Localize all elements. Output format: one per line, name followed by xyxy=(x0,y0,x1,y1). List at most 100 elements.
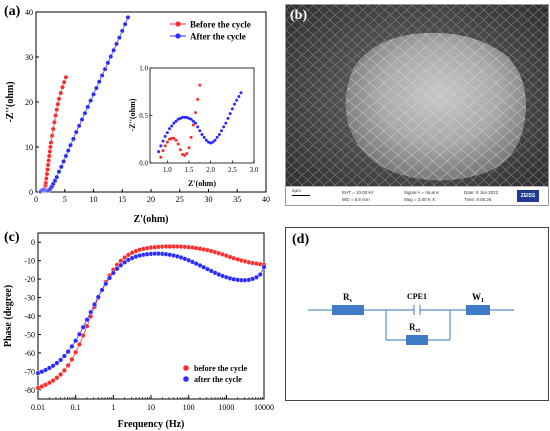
data-point xyxy=(58,90,64,96)
sem-mag: Mag = 3.00 K X xyxy=(404,197,436,202)
inset-data-point xyxy=(198,129,202,133)
inset-data-point xyxy=(174,138,178,142)
x-tick-label: 25 xyxy=(176,195,184,204)
data-point xyxy=(69,356,75,362)
rct-resistor xyxy=(406,335,428,345)
data-point xyxy=(69,343,75,349)
bode-phase-chart: 0.01 0.1 1 10 100 1000 10000 0 -10 -20 -30 -40 -50 -6… xyxy=(3,232,274,430)
data-point xyxy=(118,262,124,268)
inset-data-point xyxy=(168,127,171,131)
nyquist-legend: Before the cycle After the cycle xyxy=(170,20,251,42)
data-point xyxy=(46,158,52,163)
legend-marker-after-the-cycle xyxy=(175,33,181,39)
legend-label-after-the-cycle: after the cycle xyxy=(194,375,242,384)
inset-data-point xyxy=(191,123,195,127)
data-point xyxy=(60,84,65,90)
inset-data-point xyxy=(187,146,191,150)
data-point xyxy=(58,164,64,170)
inset-data-point xyxy=(165,140,169,144)
w-label: W1 xyxy=(472,292,484,304)
data-point xyxy=(108,54,114,59)
inset-data-point xyxy=(170,136,174,140)
data-point xyxy=(63,74,69,80)
sem-signal: Signal A = InLens xyxy=(404,190,439,195)
data-point xyxy=(46,365,52,371)
inset-data-point xyxy=(174,119,178,123)
data-point xyxy=(63,153,69,159)
rct-label: Rct xyxy=(409,322,420,334)
x-tick-label: 10 xyxy=(90,195,98,204)
data-point xyxy=(76,331,82,337)
inset-data-point xyxy=(196,125,200,129)
data-point xyxy=(76,341,82,347)
sem-info-bar: 2µm EHT = 10.00 kV WD = 8.6 mm Signal A … xyxy=(286,186,548,205)
data-point xyxy=(102,66,108,72)
inset-y-label: -Z''(ohm) xyxy=(128,98,137,131)
inset-data-point xyxy=(178,148,182,152)
y-tick-label: -10 xyxy=(24,257,35,266)
inset-data-point xyxy=(230,107,234,111)
legend-label-before-the-cycle: Before the cycle xyxy=(190,20,251,30)
inset-data-point xyxy=(211,140,215,144)
y-tick-label: -50 xyxy=(24,330,35,339)
inset-x-tick-label: 2.5 xyxy=(228,166,237,174)
inset-data-point xyxy=(228,112,232,116)
data-point xyxy=(65,362,71,368)
inset-y-tick-label: 0.5 xyxy=(139,112,148,120)
inset-x-tick-label: 1.0 xyxy=(163,166,172,174)
x-tick-label: 5 xyxy=(63,195,67,204)
data-point xyxy=(116,35,122,41)
inset-x-tick-label: 1.5 xyxy=(185,166,194,174)
inset-data-point xyxy=(163,144,167,148)
legend-marker-before-the-cycle xyxy=(175,21,181,27)
sem-image: 2µm EHT = 10.00 kV WD = 8.6 mm Signal A … xyxy=(285,4,549,206)
data-point xyxy=(73,129,79,135)
y-tick-label: 0 xyxy=(31,238,35,247)
legend-marker-after-the-cycle xyxy=(183,376,189,382)
inset-data-point xyxy=(176,142,180,146)
data-point xyxy=(68,142,73,148)
inset-data-point xyxy=(194,121,197,125)
inset-data-point xyxy=(159,144,163,148)
sem-date: Date: 8 Jun 2022 xyxy=(464,190,499,195)
inset-data-point xyxy=(204,138,208,142)
data-point xyxy=(125,252,131,258)
data-point xyxy=(46,380,52,386)
inset-x-label: Z'(ohm) xyxy=(188,179,216,188)
data-point xyxy=(58,357,64,363)
sem-scale-label: 2µm xyxy=(292,188,301,193)
inset-data-point xyxy=(185,152,189,155)
x-tick-label: 10000 xyxy=(254,403,274,412)
y-tick-label: -30 xyxy=(24,294,35,303)
data-point xyxy=(88,98,94,104)
inset-data-point xyxy=(189,117,193,121)
panel-label-a: (a) xyxy=(4,4,21,19)
data-point xyxy=(45,167,50,172)
legend-marker-before-the-cycle xyxy=(183,365,189,371)
data-point xyxy=(261,264,267,270)
data-point xyxy=(43,176,49,181)
data-point xyxy=(91,91,96,97)
inset-data-point xyxy=(165,131,169,135)
data-point xyxy=(96,79,102,85)
data-point xyxy=(55,101,61,107)
data-point xyxy=(61,367,67,373)
data-point xyxy=(65,148,71,154)
inset-y-tick-label: 1.0 xyxy=(139,65,148,73)
inset-y-tick-label: 0.0 xyxy=(139,160,148,168)
data-point xyxy=(73,338,79,344)
data-point xyxy=(91,301,97,307)
data-point xyxy=(50,378,56,384)
inset-data-point xyxy=(198,83,202,87)
data-point xyxy=(125,14,131,20)
sem-scale-bar xyxy=(292,189,310,196)
legend-label-before-the-cycle: before the cycle xyxy=(194,364,248,373)
data-point xyxy=(84,317,90,323)
inset-data-point xyxy=(161,139,165,143)
sem-time: Time: 9:56:26 xyxy=(464,197,492,202)
data-point xyxy=(43,180,49,186)
equivalent-circuit-panel: Rs CPE1 W1 Rct xyxy=(285,227,549,401)
inset-data-point xyxy=(157,150,161,154)
x-tick-label: 10 xyxy=(147,403,155,412)
data-point xyxy=(257,272,263,278)
